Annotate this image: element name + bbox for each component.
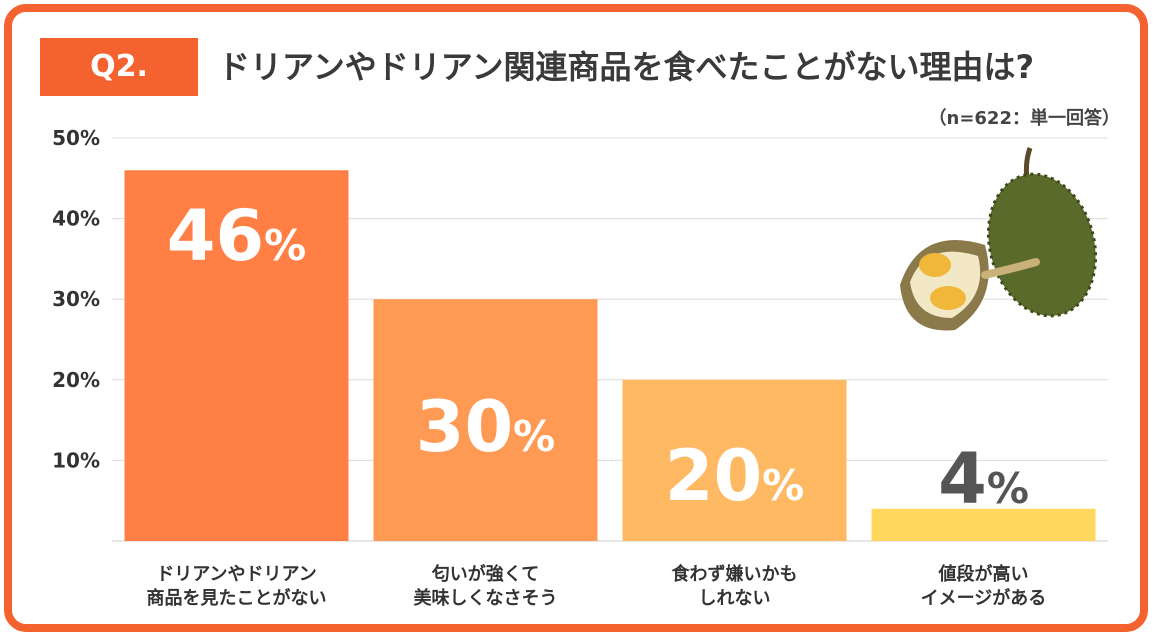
- y-tick-label: 50%: [52, 126, 100, 150]
- y-tick-label: 40%: [52, 207, 100, 231]
- bar: [373, 299, 598, 541]
- category-label: しれない: [699, 588, 771, 609]
- category-label: 匂いが強くて: [431, 563, 539, 585]
- value-label: 30%: [416, 386, 556, 468]
- bar: [871, 508, 1096, 541]
- category-label: 美味しくなさそう: [414, 587, 558, 609]
- value-label: 4%: [938, 438, 1029, 520]
- y-tick-label: 20%: [52, 368, 100, 392]
- y-tick-label: 30%: [52, 287, 100, 311]
- bar: [124, 170, 349, 542]
- category-label: 値段が高い: [938, 563, 1029, 585]
- bar: [622, 379, 847, 541]
- value-label: 20%: [665, 435, 805, 517]
- category-label: ドリアンやドリアン: [156, 564, 317, 585]
- category-label: 商品を見たことがない: [147, 587, 327, 609]
- category-label: イメージがある: [921, 587, 1047, 609]
- category-label: 食わず嫌いかも: [671, 563, 798, 585]
- value-label: 46%: [167, 195, 307, 277]
- question-badge: Q2.: [40, 38, 198, 96]
- sample-note: （n=622：単一回答）: [928, 108, 1120, 129]
- chart-title: ドリアンやドリアン関連商品を食べたことがない理由は?: [218, 48, 1035, 86]
- durian-icon: [900, 147, 1098, 331]
- y-tick-label: 10%: [52, 448, 100, 472]
